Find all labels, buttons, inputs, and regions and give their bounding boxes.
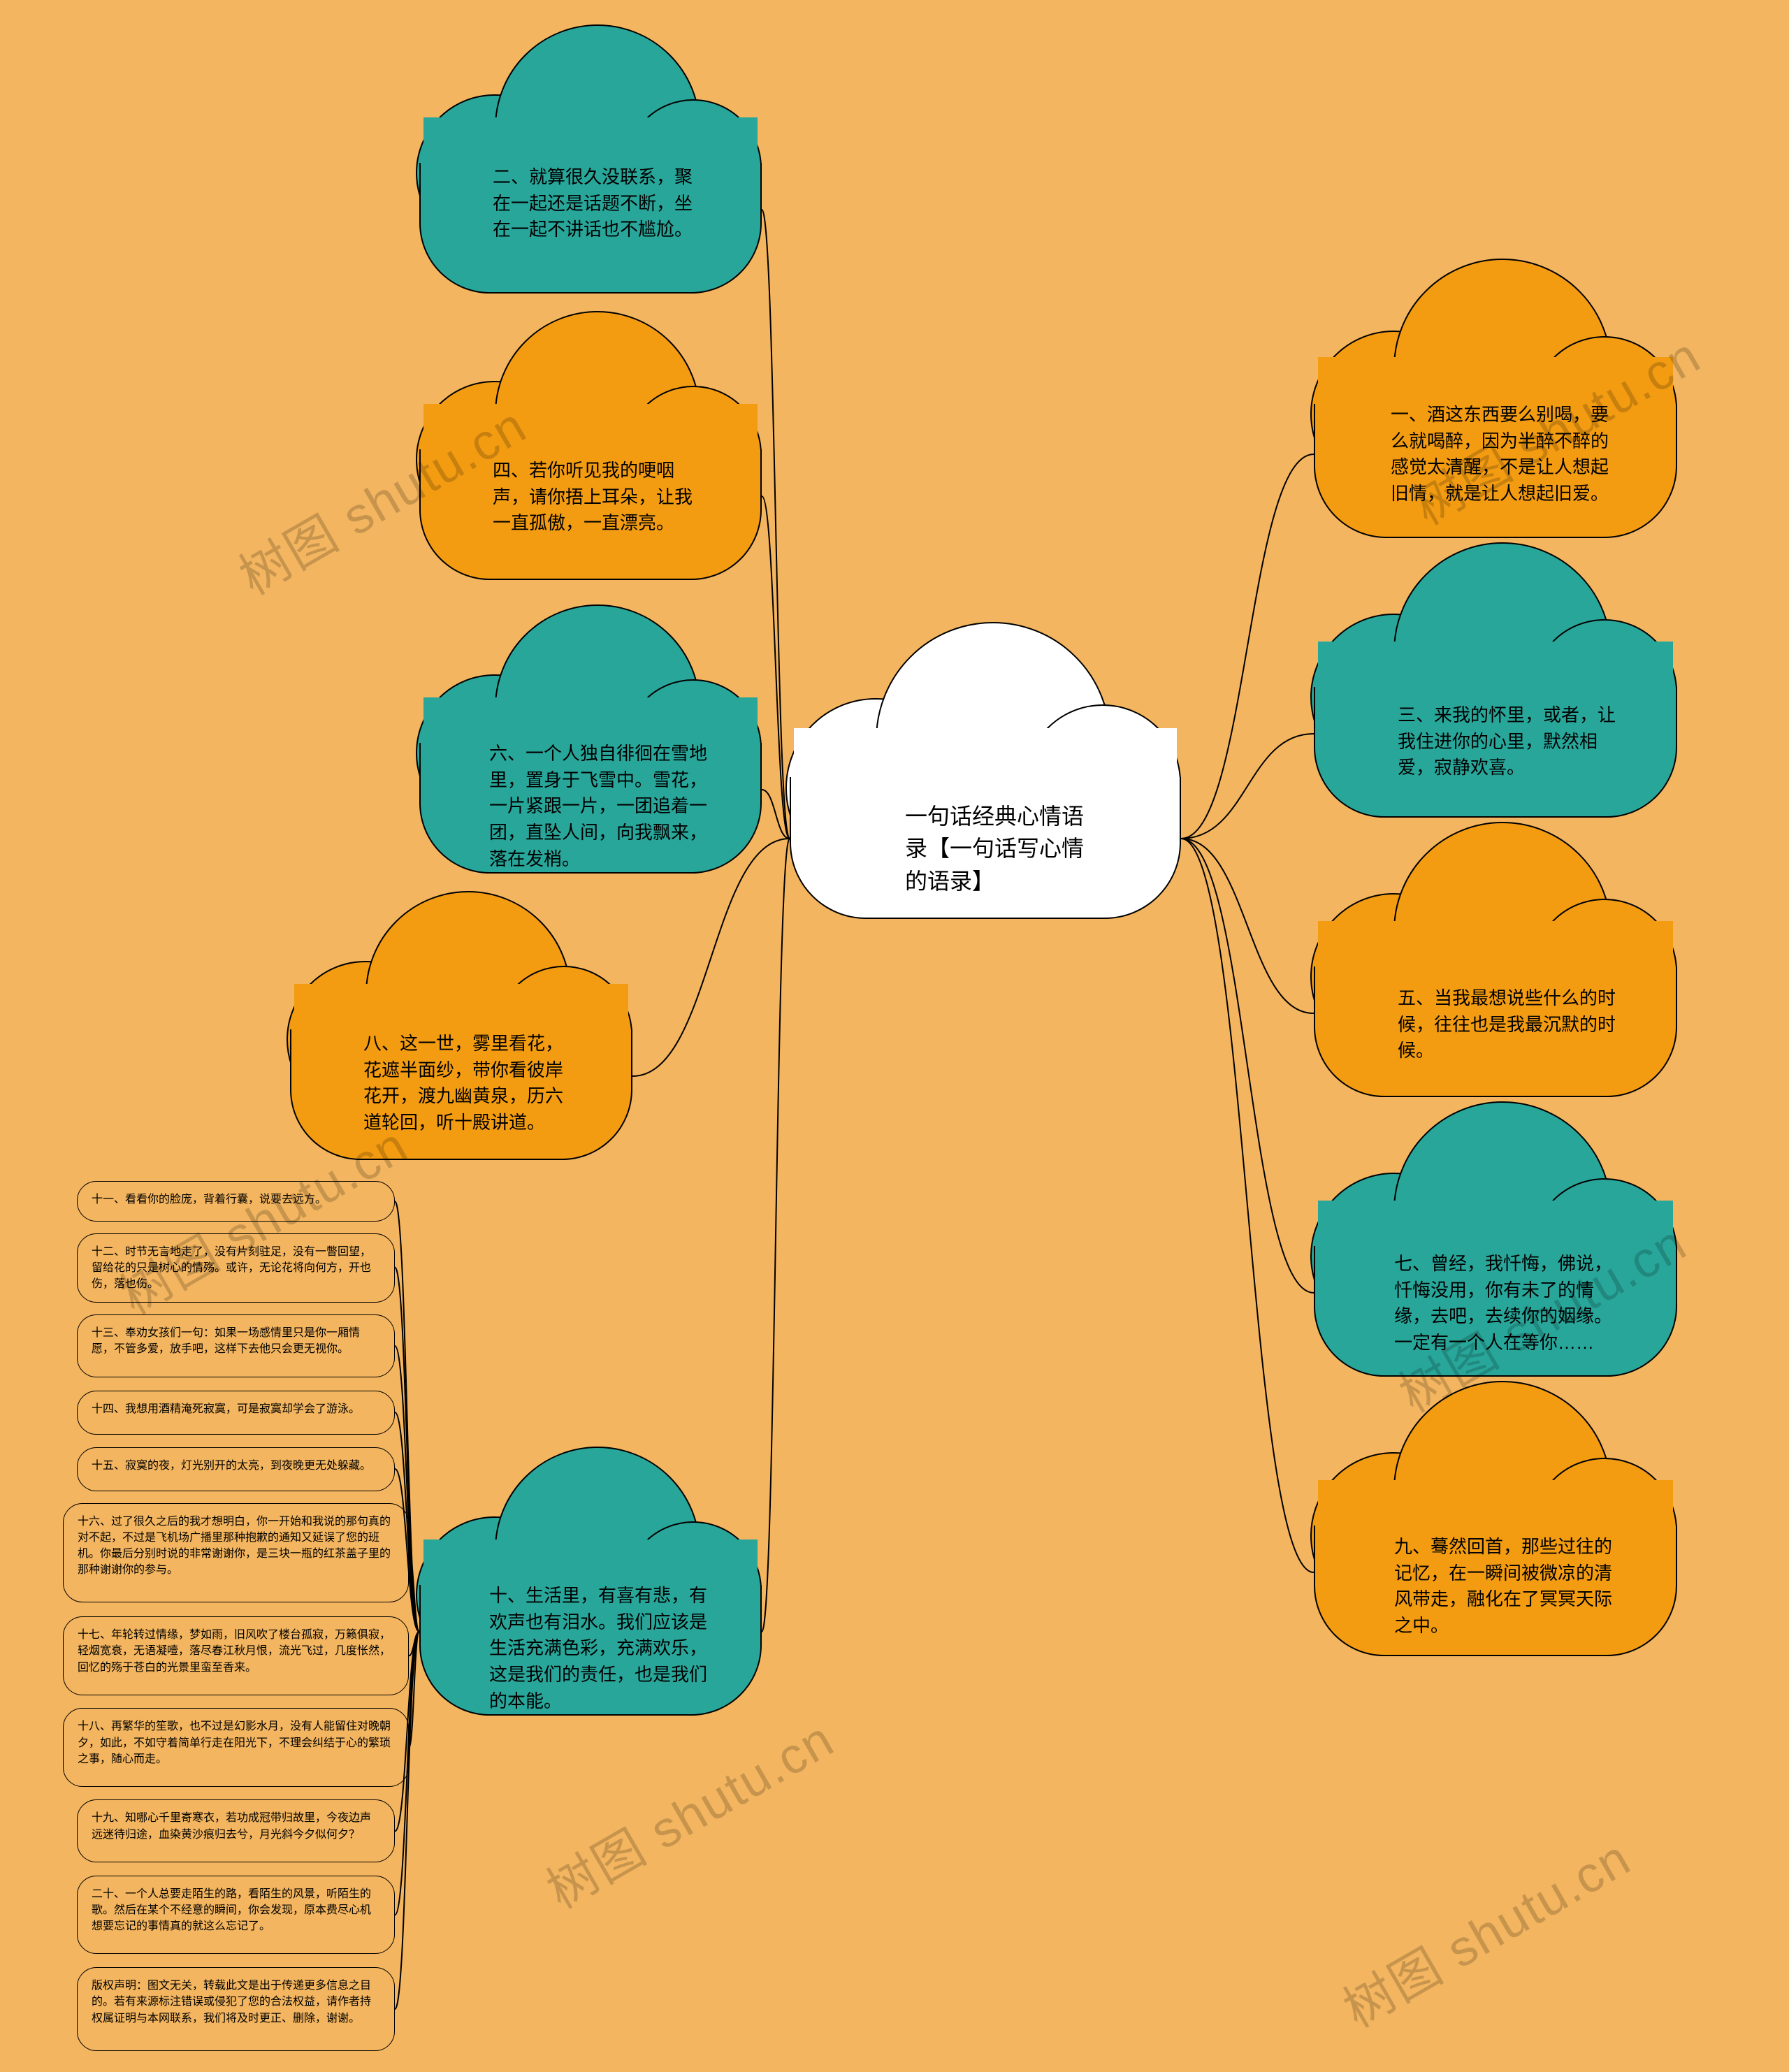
cloud-label: 五、当我最想说些什么的时候，往往也是我最沉默的时候。: [1398, 985, 1621, 1064]
cloud-label: 一句话经典心情语录【一句话写心情的语录】: [905, 800, 1101, 897]
cloud-node-L3: 六、一个人独自徘徊在雪地里，置身于飞雪中。雪花，一片紧跟一片，一团追着一团，直坠…: [419, 622, 762, 874]
pill-node-P6: 十六、过了很久之后的我才想明白，你一开始和我说的那句真的对不起，不过是飞机场广播…: [63, 1503, 409, 1602]
cloud-node-L5: 十、生活里，有喜有悲，有欢声也有泪水。我们应该是生活充满色彩，充满欢乐，这是我们…: [419, 1464, 762, 1716]
cloud-label: 七、曾经，我忏悔，佛说，忏悔没用，你有未了的情缘，去吧，去续你的姻缘。一定有一个…: [1394, 1251, 1625, 1356]
cloud-node-L1: 二、就算很久没联系，聚在一起还是话题不断，坐在一起不讲话也不尴尬。: [419, 42, 762, 294]
cloud-node-R2: 三、来我的怀里，或者，让我住进你的心里，默然相爱，寂静欢喜。: [1314, 566, 1677, 818]
cloud-label: 二、就算很久没联系，聚在一起还是话题不断，坐在一起不讲话也不尴尬。: [493, 164, 709, 243]
cloud-node-R5: 九、蓦然回首，那些过往的记忆，在一瞬间被微凉的清风带走，融化在了冥冥天际之中。: [1314, 1405, 1677, 1656]
cloud-node-L2: 四、若你听见我的哽咽声，请你捂上耳朵，让我一直孤傲，一直漂亮。: [419, 328, 762, 580]
cloud-label: 一、酒这东西要么别喝，要么就喝醉，因为半醉不醉的感觉太清醒，不是让人想起旧情，就…: [1391, 402, 1621, 507]
cloud-node-R1: 一、酒这东西要么别喝，要么就喝醉，因为半醉不醉的感觉太清醒，不是让人想起旧情，就…: [1314, 280, 1677, 538]
pill-node-P1: 十一、看看你的脸庞，背着行囊，说要去远方。: [77, 1181, 395, 1222]
pill-node-P2: 十二、时节无言地走了，没有片刻驻足，没有一瞥回望，留给花的只是树心的情殇。或许，…: [77, 1233, 395, 1303]
pill-node-P9: 十九、知哪心千里寄寒衣，若功成冠带归故里，今夜边声远迷待归途，血染黄沙痕归去兮，…: [77, 1799, 395, 1862]
pill-node-P7: 十七、年轮转过情缘，梦如雨，旧风吹了楼台孤寂，万籁俱寂，轻烟宽衰，无语凝噎，落尽…: [63, 1616, 409, 1695]
cloud-label: 九、蓦然回首，那些过往的记忆，在一瞬间被微凉的清风带走，融化在了冥冥天际之中。: [1394, 1534, 1625, 1639]
pill-node-P4: 十四、我想用酒精淹死寂寞，可是寂寞却学会了游泳。: [77, 1391, 395, 1435]
cloud-node-R3: 五、当我最想说些什么的时候，往往也是我最沉默的时候。: [1314, 846, 1677, 1097]
cloud-label: 十、生活里，有喜有悲，有欢声也有泪水。我们应该是生活充满色彩，充满欢乐，这是我们…: [489, 1583, 713, 1714]
cloud-label: 六、一个人独自徘徊在雪地里，置身于飞雪中。雪花，一片紧跟一片，一团追着一团，直坠…: [489, 741, 713, 872]
cloud-label: 四、若你听见我的哽咽声，请你捂上耳朵，让我一直孤傲，一直漂亮。: [493, 458, 709, 537]
cloud-node-R4: 七、曾经，我忏悔，佛说，忏悔没用，你有未了的情缘，去吧，去续你的姻缘。一定有一个…: [1314, 1125, 1677, 1377]
pill-node-P5: 十五、寂寞的夜，灯光别开的太亮，到夜晚更无处躲藏。: [77, 1447, 395, 1492]
nodes-layer: 一句话经典心情语录【一句话写心情的语录】 二、就算很久没联系，聚在一起还是话题不断…: [0, 0, 1789, 2072]
pill-node-P10: 二十、一个人总要走陌生的路，看陌生的风景，听陌生的歌。然后在某个不经意的瞬间，你…: [77, 1876, 395, 1954]
pill-node-P3: 十三、奉劝女孩们一句：如果一场感情里只是你一厢情愿，不管多爱，放手吧，这样下去他…: [77, 1314, 395, 1377]
cloud-label: 三、来我的怀里，或者，让我住进你的心里，默然相爱，寂静欢喜。: [1398, 702, 1621, 781]
root-node: 一句话经典心情语录【一句话写心情的语录】: [790, 646, 1181, 919]
pill-node-P11: 版权声明：图文无关，转载此文是出于传递更多信息之目的。若有来源标注错误或侵犯了您…: [77, 1967, 395, 2051]
cloud-node-L4: 八、这一世，雾里看花，花遮半面纱，带你看彼岸花开，渡九幽黄泉，历六道轮回，听十殿…: [290, 908, 632, 1160]
cloud-label: 八、这一世，雾里看花，花遮半面纱，带你看彼岸花开，渡九幽黄泉，历六道轮回，听十殿…: [363, 1031, 580, 1136]
pill-node-P8: 十八、再繁华的笙歌，也不过是幻影水月，没有人能留住对晚朝夕，如此，不如守着简单行…: [63, 1708, 409, 1786]
